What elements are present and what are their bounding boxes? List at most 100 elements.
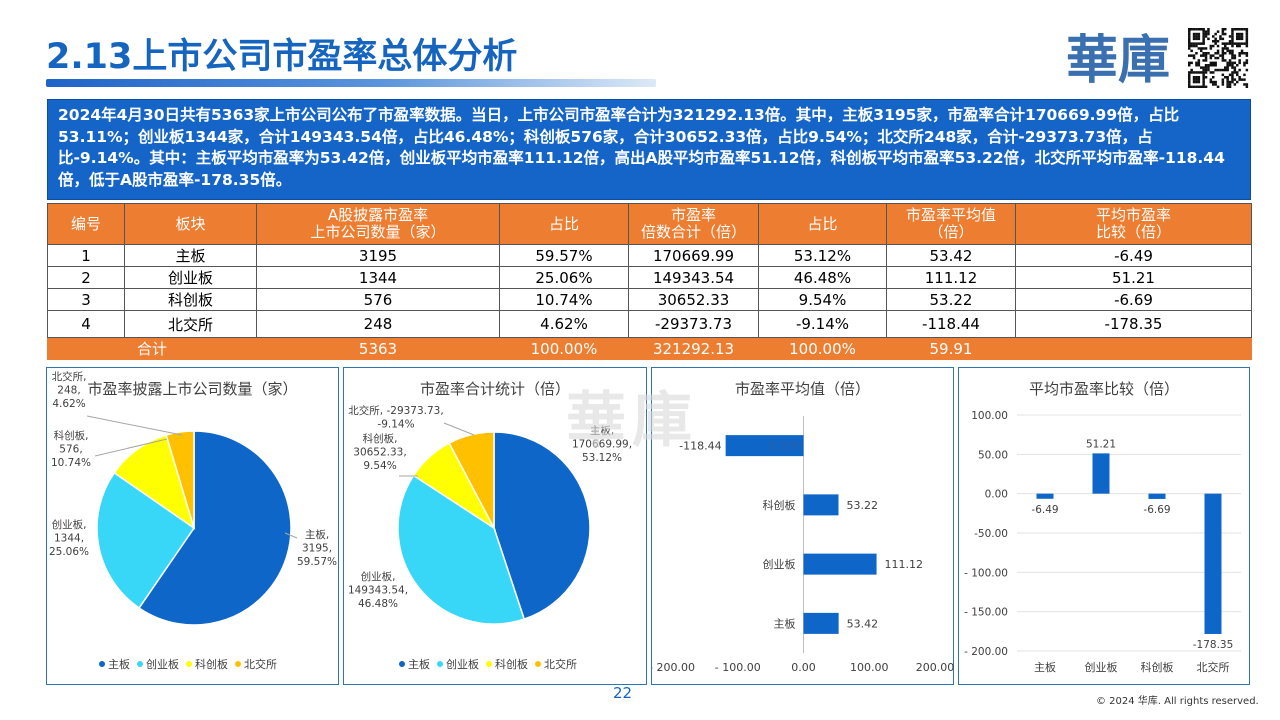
pie-chart-1: 主板, 3195,59.57% 创业板, 1344,25.06% 科创板, 576,10.… <box>49 370 337 671</box>
pie-data-label: 9.54% <box>363 460 396 472</box>
copyright: © 2024 华库. All rights reserved. <box>1096 696 1259 707</box>
column-value-label: -178.35 <box>1193 639 1234 651</box>
table-cell: -29373.73 <box>628 310 759 338</box>
column-主板 <box>1036 493 1054 499</box>
svg-text:華庫: 華庫 <box>1066 31 1170 86</box>
hua-ku-logo: 華庫 <box>1066 31 1170 86</box>
pie-data-label: 46.48% <box>358 598 398 610</box>
pie-data-label: 1344, <box>54 533 84 545</box>
table-cell: -118.44 <box>886 310 1016 338</box>
x-category-label: 科创板 <box>1141 660 1174 674</box>
legend-entry: 创业板 <box>146 657 179 671</box>
x-category-label: 主板 <box>1034 660 1056 674</box>
pie-data-label: 创业板, <box>361 570 396 583</box>
bar-value-label: 53.42 <box>847 617 879 630</box>
pie-data-label: 科创板, <box>363 432 398 445</box>
table-cell: 321292.13 <box>628 337 759 360</box>
legend-marker <box>137 661 143 667</box>
table-cell: 111.12 <box>886 266 1016 289</box>
pie-data-label: 59.57% <box>297 556 337 568</box>
table-header-cell: 板块 <box>124 203 257 245</box>
y-tick-label: -50.00 <box>974 528 1008 540</box>
pie-data-label: 25.06% <box>49 546 89 558</box>
bar-value-label: -118.44 <box>679 440 721 453</box>
leader-line <box>94 438 168 457</box>
chart-pe-total-pie: 市盈率合计统计（倍） 主板, 170669.99, 53.12% 创业板, 149343… <box>343 367 647 685</box>
legend-entry: 主板 <box>108 657 130 671</box>
pie-slice-创业板 <box>397 474 526 625</box>
legend-marker <box>535 661 541 667</box>
table-cell: 30652.33 <box>628 288 759 311</box>
pie-slice-主板 <box>493 431 591 621</box>
pie-data-label: 170669.99, <box>572 439 632 451</box>
x-category-label: 创业板 <box>1085 660 1118 674</box>
table-total-row: 合计 5363 100.00% 321292.13 100.00% 59.91 <box>47 337 1252 360</box>
legend-marker <box>235 661 241 667</box>
bar-科创板 <box>803 494 839 516</box>
y-category-label: 科创板 <box>763 498 796 512</box>
table-cell: 576 <box>256 288 500 311</box>
title-underline <box>46 79 656 87</box>
table-cell: 53.22 <box>886 288 1016 311</box>
legend-entry: 科创板 <box>195 657 228 671</box>
column-value-label: 51.21 <box>1086 438 1116 450</box>
legend-marker <box>486 661 492 667</box>
table-cell: -9.14% <box>758 310 887 338</box>
pie-data-label: 科创板, <box>54 429 89 442</box>
x-tick-label: 100.00 <box>850 661 889 674</box>
table-cell: 46.48% <box>758 266 887 289</box>
pie-chart-2: 主板, 170669.99,53.12% 创业板, 149343.54,46.48% 科… <box>348 404 632 671</box>
pie-data-label: 149343.54, <box>348 585 408 597</box>
y-tick-label: 0.00 <box>985 489 1008 501</box>
table-cell: 科创板 <box>124 288 257 311</box>
pie-data-label: 4.62% <box>52 398 85 410</box>
pie-data-label: 30652.33, <box>353 447 406 459</box>
table-cell: 5363 <box>256 337 500 360</box>
table-cell: 2 <box>47 266 125 289</box>
chart-company-count-pie: 市盈率披露上市公司数量（家） 主板, 3195, 59.57% 创业板, 1344, 25… <box>46 367 339 685</box>
pie-data-label: 创业板, <box>52 518 87 531</box>
legend-entry: 北交所 <box>544 657 577 671</box>
table-cell: 53.12% <box>758 244 887 267</box>
table-row: 2 创业板 1344 25.06% 149343.54 46.48% 111.12 51.21 <box>47 266 1252 289</box>
y-tick-label: 50.00 <box>978 449 1008 461</box>
y-category-label: 北交所 <box>767 439 800 453</box>
table-cell: -6.49 <box>1015 244 1252 267</box>
table-cell: 北交所 <box>124 310 257 338</box>
pie-data-label: 主板, <box>590 424 614 437</box>
pie-slice-主板 <box>138 430 292 626</box>
chart-title: 市盈率平均值（倍） <box>734 380 870 398</box>
chart-title: 市盈率合计统计（倍） <box>419 380 570 398</box>
table-cell: 9.54% <box>758 288 887 311</box>
legend-marker <box>186 661 192 667</box>
table-header-cell: A股披露市盈率 上市公司数量（家） <box>256 203 500 245</box>
y-tick-label: 100.00 <box>971 410 1008 422</box>
pie-data-label: 248, <box>57 385 80 397</box>
x-tick-label: 0.00 <box>791 661 816 674</box>
table-cell: 53.42 <box>886 244 1016 267</box>
pie-data-label: -9.14% <box>377 419 414 431</box>
pie-slice-北交所 <box>165 430 195 529</box>
table-cell: 合计 <box>47 337 257 360</box>
table-row: 1 主板 3195 59.57% 170669.99 53.12% 53.42 -6.49 <box>47 244 1252 267</box>
table-cell: 248 <box>256 310 500 338</box>
chart-title: 市盈率披露上市公司数量（家） <box>87 380 298 398</box>
legend-entry: 科创板 <box>495 657 528 671</box>
y-category-label: 创业板 <box>763 557 796 571</box>
watermark: 華庫 <box>566 386 698 456</box>
table-cell: 59.91 <box>886 337 1016 360</box>
table-cell: 主板 <box>124 244 257 267</box>
legend-marker <box>399 661 405 667</box>
column-value-label: -6.69 <box>1143 504 1170 516</box>
qr-code-icon <box>1188 28 1249 88</box>
table-header-cell: 市盈率 倍数合计（倍） <box>628 203 759 245</box>
table-cell: 1344 <box>256 266 500 289</box>
table-cell: 100.00% <box>758 337 887 360</box>
table-row: 4 北交所 248 4.62% -29373.73 -9.14% -118.44 -178.3… <box>47 310 1252 338</box>
table-cell: 59.57% <box>499 244 629 267</box>
table-header-cell: 市盈率平均值 （倍） <box>886 203 1016 245</box>
table-cell: -178.35 <box>1015 310 1252 338</box>
table-cell: 3195 <box>256 244 500 267</box>
x-tick-label: 200.00 <box>916 661 955 674</box>
table-cell: 149343.54 <box>628 266 759 289</box>
